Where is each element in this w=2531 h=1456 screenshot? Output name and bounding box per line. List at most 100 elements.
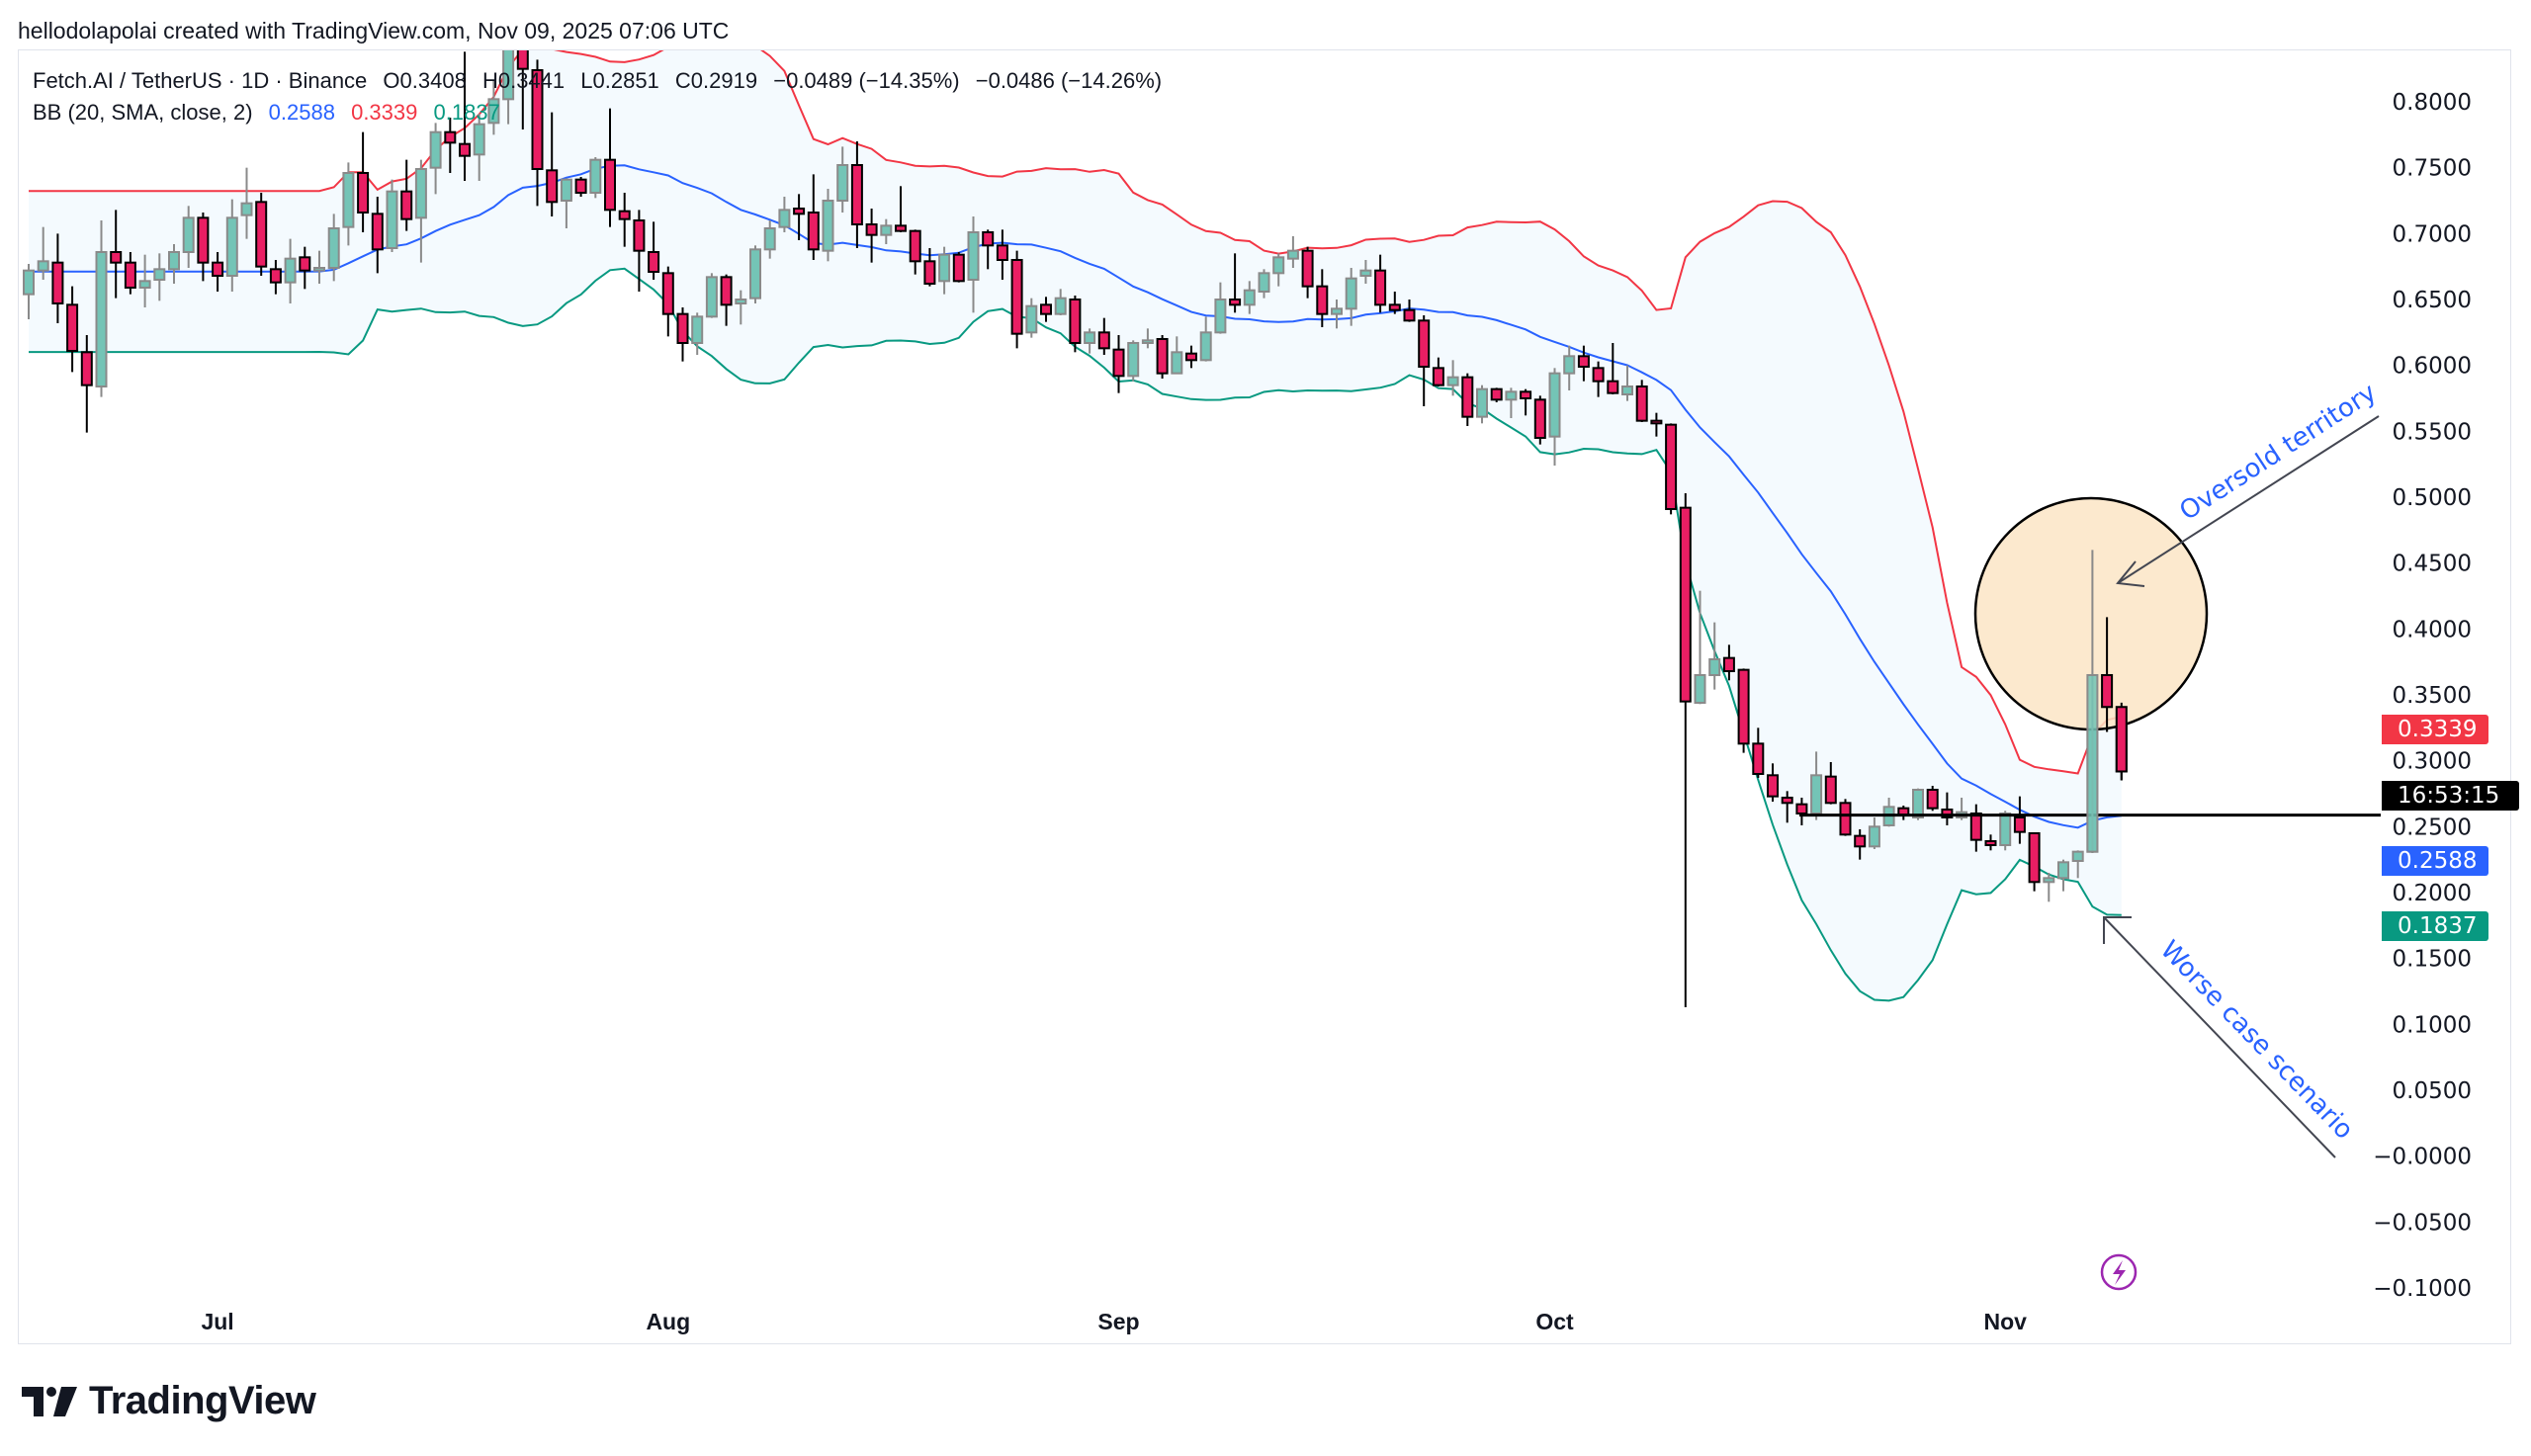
ohlc-high: H0.3441 bbox=[481, 68, 566, 93]
symbol-legend[interactable]: Fetch.AI / TetherUS · 1D · Binance O0.34… bbox=[33, 68, 1172, 94]
time-axis[interactable]: Jul Aug Sep Oct Nov bbox=[201, 1309, 2027, 1334]
candle-body bbox=[255, 201, 268, 268]
candle-up bbox=[589, 156, 602, 199]
candle-body bbox=[1461, 376, 1474, 418]
candle-body bbox=[1577, 355, 1590, 368]
candle-down bbox=[923, 247, 936, 287]
candle-body bbox=[1722, 656, 1735, 672]
candle-body bbox=[110, 250, 123, 264]
candle-body bbox=[720, 276, 733, 306]
candle-up bbox=[240, 167, 253, 239]
candle-body bbox=[1171, 351, 1183, 375]
candle-body bbox=[1388, 303, 1401, 311]
candle-up bbox=[1127, 340, 1140, 382]
candle-down bbox=[1185, 345, 1197, 369]
candle-up bbox=[967, 215, 980, 313]
chart-credit: hellodolapolai created with TradingView.… bbox=[18, 18, 730, 43]
candle-body bbox=[1665, 423, 1678, 510]
candle-down bbox=[1984, 834, 1997, 851]
candle-down bbox=[1795, 797, 1808, 825]
candle-down bbox=[1010, 250, 1023, 349]
price-tick-label: 0.3500 bbox=[2393, 683, 2472, 709]
chart-frame bbox=[18, 49, 2511, 1344]
oversold-label: Oversold territory bbox=[2174, 378, 2382, 527]
candle-down bbox=[1156, 334, 1169, 379]
price-axis[interactable]: 0.8000 0.7500 0.7000 0.6500 0.6000 0.5500 0.50… bbox=[2373, 90, 2472, 1302]
candle-body bbox=[807, 211, 820, 251]
indicator-legend[interactable]: BB (20, SMA, close, 2) 0.2588 0.3339 0.1… bbox=[33, 100, 510, 126]
candle-body bbox=[1839, 802, 1852, 836]
candle-down bbox=[546, 112, 559, 216]
candle-body bbox=[1795, 803, 1808, 814]
candle-body bbox=[225, 216, 238, 277]
candle-down bbox=[909, 229, 921, 275]
candle-down bbox=[895, 186, 907, 232]
candle-down bbox=[371, 196, 384, 274]
time-tick-label: Oct bbox=[1535, 1309, 1574, 1334]
candle-up bbox=[1476, 385, 1488, 424]
candle-down bbox=[444, 117, 457, 173]
candle-body bbox=[516, 50, 529, 70]
price-tick-label: 0.7500 bbox=[2393, 156, 2472, 182]
candle-down bbox=[1824, 761, 1837, 805]
candle-body bbox=[1301, 249, 1314, 288]
candle-body bbox=[1258, 272, 1270, 293]
candle-body bbox=[1563, 355, 1576, 375]
candle-body bbox=[1781, 796, 1793, 805]
candle-body bbox=[1446, 376, 1459, 386]
candle-body bbox=[212, 261, 224, 277]
candle-body bbox=[763, 226, 776, 251]
candle-down bbox=[357, 131, 370, 232]
candle-body bbox=[952, 253, 965, 283]
candle-body bbox=[342, 171, 355, 228]
candle-up bbox=[1214, 282, 1227, 334]
candle-up bbox=[1272, 253, 1285, 287]
candle-up bbox=[2057, 859, 2069, 892]
candle-body bbox=[269, 268, 282, 284]
candle-up bbox=[2071, 850, 2084, 879]
candle-body bbox=[1926, 788, 1939, 810]
candle-body bbox=[1112, 348, 1125, 378]
price-tick-label: 0.5000 bbox=[2393, 485, 2472, 511]
candle-body bbox=[793, 207, 806, 215]
candle-body bbox=[2086, 673, 2099, 853]
candle-body bbox=[2115, 706, 2128, 773]
price-tick-label: −0.0500 bbox=[2373, 1210, 2472, 1236]
lightning-icon[interactable] bbox=[2100, 1253, 2138, 1291]
candle-body bbox=[1824, 775, 1837, 805]
candle-up bbox=[1446, 360, 1459, 396]
time-tick-label: Nov bbox=[1983, 1309, 2027, 1334]
candle-down bbox=[1097, 317, 1110, 355]
candle-body bbox=[923, 260, 936, 285]
candle-down bbox=[1069, 295, 1082, 353]
candle-down bbox=[661, 266, 674, 337]
candle-body bbox=[1272, 256, 1285, 275]
candle-down bbox=[197, 212, 210, 282]
price-tick-label: 0.3000 bbox=[2393, 749, 2472, 775]
candle-body bbox=[1403, 308, 1416, 322]
candle-up bbox=[23, 263, 35, 319]
candle-up bbox=[414, 159, 427, 263]
candle-body bbox=[487, 98, 500, 125]
worse-case-arrow bbox=[2103, 916, 2336, 1158]
candle-body bbox=[1679, 506, 1692, 703]
candle-body bbox=[1097, 331, 1110, 350]
tradingview-logo[interactable]: TradingView bbox=[22, 1379, 316, 1423]
candle-body bbox=[618, 210, 631, 220]
arrow-head-icon bbox=[2116, 560, 2145, 587]
candle-body bbox=[51, 261, 64, 304]
candle-up bbox=[1999, 811, 2012, 851]
candle-body bbox=[1229, 298, 1242, 306]
candle-down bbox=[1112, 334, 1125, 393]
bb-fill bbox=[29, 50, 2122, 1001]
candle-up bbox=[1708, 622, 1721, 690]
tradingview-logo-icon bbox=[22, 1386, 77, 1416]
candle-down bbox=[2028, 831, 2041, 892]
price-tick-label: 0.7000 bbox=[2393, 221, 2472, 247]
candle-down bbox=[1040, 297, 1052, 322]
candle-body bbox=[1199, 331, 1212, 362]
candle-body bbox=[1418, 319, 1431, 368]
time-tick-label: Sep bbox=[1097, 1309, 1139, 1334]
candle-body bbox=[327, 226, 340, 269]
